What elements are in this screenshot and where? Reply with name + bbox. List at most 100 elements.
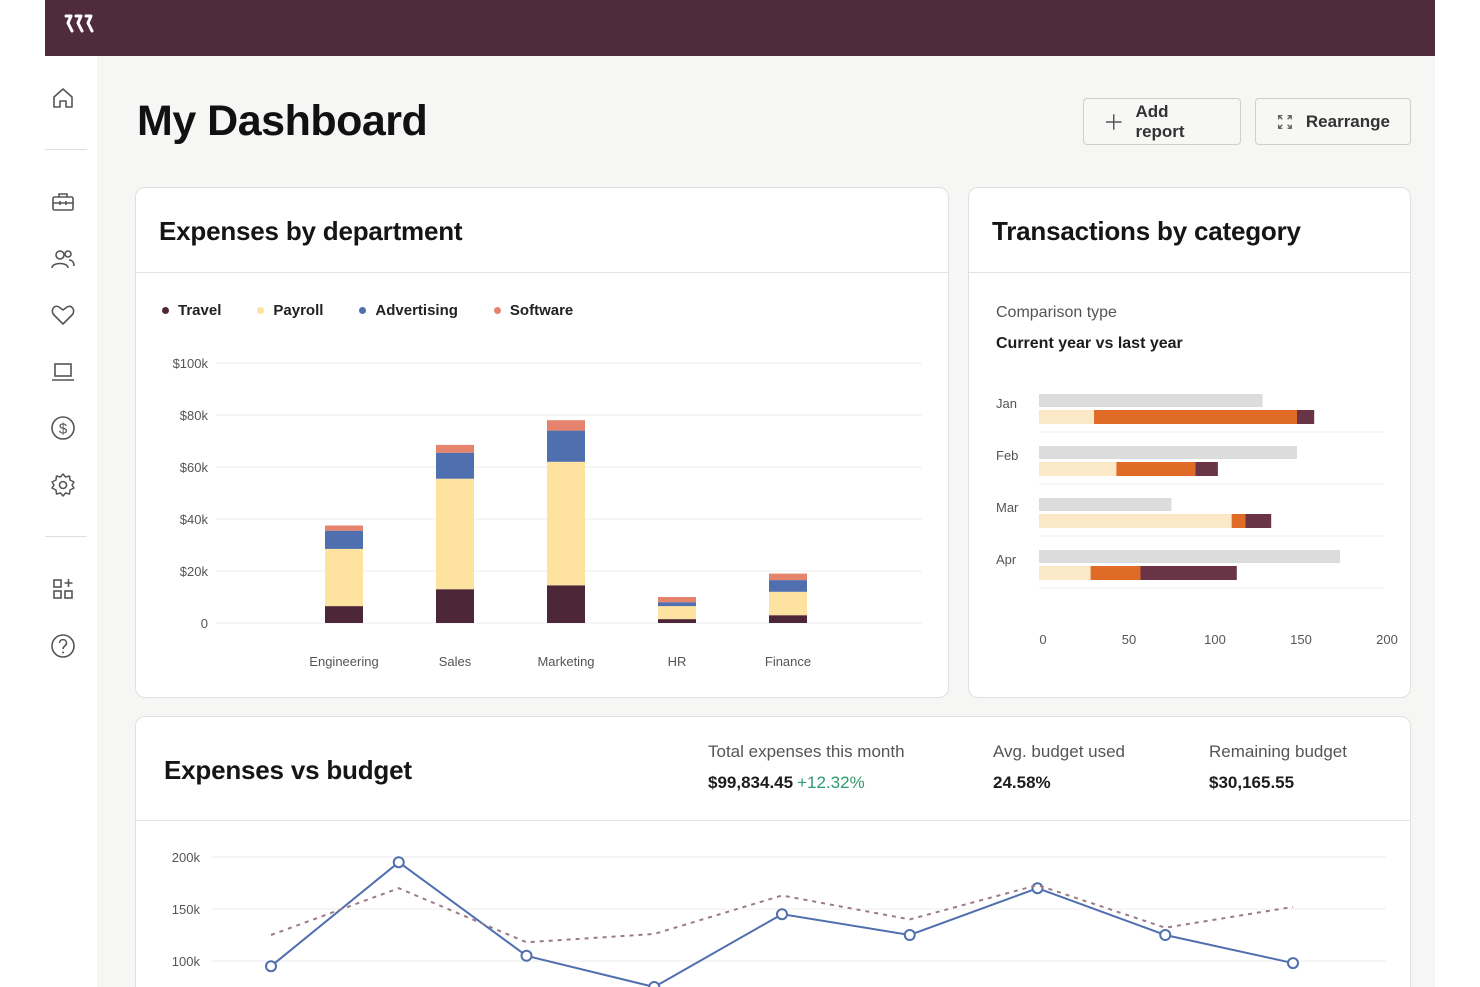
remaining-budget-value: $30,165.55 xyxy=(1209,773,1295,792)
bar-segment-travel-hr[interactable] xyxy=(658,619,696,623)
app-window: $ My Dashboard Add report Rearrange Expe… xyxy=(45,0,1435,987)
y-tick-label: 150k xyxy=(172,902,201,917)
comparison-type-value[interactable]: Current year vs last year xyxy=(996,335,1183,352)
remaining-budget-label: Remaining budget xyxy=(1209,742,1347,761)
card-divider xyxy=(136,272,948,273)
x-tick-label: 50 xyxy=(1122,632,1136,647)
data-point[interactable] xyxy=(392,856,405,869)
data-point[interactable] xyxy=(520,949,533,962)
bar-segment-advertising-sales[interactable] xyxy=(436,452,474,479)
bar-current-year-segment-3-apr[interactable] xyxy=(1140,566,1237,580)
bar-segment-payroll-marketing[interactable] xyxy=(547,461,585,586)
legend-dot xyxy=(493,307,501,314)
svg-text:$: $ xyxy=(59,421,68,438)
y-tick-label: $20k xyxy=(180,564,209,579)
legend-label: Software xyxy=(509,302,574,319)
bar-last-year-mar[interactable] xyxy=(1039,498,1172,511)
legend-item-software: Software xyxy=(493,302,574,319)
bar-last-year-jan[interactable] xyxy=(1039,394,1263,407)
bar-last-year-apr[interactable] xyxy=(1039,550,1340,563)
y-tick-label: $60k xyxy=(180,460,209,475)
legend-dot xyxy=(162,307,169,314)
x-tick-label: Engineering xyxy=(309,654,378,669)
y-tick-label: 0 xyxy=(201,616,208,631)
card-title: Expenses vs budget xyxy=(164,755,412,785)
heart-icon[interactable] xyxy=(49,301,77,329)
bar-segment-advertising-engineering[interactable] xyxy=(325,530,363,549)
help-icon[interactable] xyxy=(49,632,77,660)
avg-budget-value: 24.58% xyxy=(993,773,1051,792)
y-tick-label: Mar xyxy=(996,500,1019,515)
bar-current-year-segment-3-jan[interactable] xyxy=(1297,410,1315,424)
card-divider xyxy=(136,820,1410,821)
bar-segment-software-finance[interactable] xyxy=(769,573,807,581)
y-tick-label: 200k xyxy=(172,850,201,865)
laptop-icon[interactable] xyxy=(49,358,77,386)
add-report-label: Add report xyxy=(1135,101,1185,141)
sidebar-divider xyxy=(45,536,87,537)
card-divider xyxy=(969,272,1410,273)
bar-segment-software-marketing[interactable] xyxy=(547,420,585,431)
gear-icon[interactable] xyxy=(49,471,77,499)
bar-segment-payroll-hr[interactable] xyxy=(658,606,696,620)
chart-legend: Travel Payroll Advertising Software xyxy=(162,302,609,319)
bar-current-year-segment-2-apr[interactable] xyxy=(1090,566,1141,580)
bar-current-year-segment-1-apr[interactable] xyxy=(1039,566,1091,580)
y-tick-label: Apr xyxy=(996,552,1017,567)
bar-segment-payroll-finance[interactable] xyxy=(769,591,807,616)
y-tick-label: $100k xyxy=(173,356,209,371)
total-expenses-label: Total expenses this month xyxy=(708,742,905,761)
data-point[interactable] xyxy=(776,908,788,921)
expenses-vs-budget-line-chart: 100k 150k 200k xyxy=(172,850,1386,987)
bar-current-year-segment-1-jan[interactable] xyxy=(1039,410,1095,424)
x-tick-label: Finance xyxy=(765,654,811,669)
data-point[interactable] xyxy=(1159,929,1172,941)
y-tick-label: $40k xyxy=(180,512,209,527)
transactions-bar-chart: Jan Feb Mar Apr 0 50 100 150 200 xyxy=(996,394,1398,647)
legend-label: Payroll xyxy=(273,302,324,319)
people-icon[interactable] xyxy=(49,245,77,273)
data-point[interactable] xyxy=(1031,882,1044,895)
bar-current-year-segment-1-feb[interactable] xyxy=(1039,462,1117,476)
bar-current-year-segment-2-jan[interactable] xyxy=(1094,410,1297,424)
bar-current-year-segment-1-mar[interactable] xyxy=(1039,514,1232,528)
bar-segment-travel-engineering[interactable] xyxy=(325,606,363,623)
bar-segment-advertising-hr[interactable] xyxy=(658,602,696,607)
bar-segment-travel-sales[interactable] xyxy=(436,589,474,623)
expenses-vs-budget-card: Expenses vs budget Total expenses this m… xyxy=(135,716,1411,987)
bar-current-year-segment-3-mar[interactable] xyxy=(1245,514,1272,528)
data-point[interactable] xyxy=(265,960,277,973)
bar-segment-advertising-finance[interactable] xyxy=(769,580,807,592)
data-point[interactable] xyxy=(648,981,661,987)
add-widget-icon[interactable] xyxy=(49,575,77,603)
legend-item-advertising: Advertising xyxy=(359,302,458,319)
sidebar-divider xyxy=(45,149,87,150)
bar-segment-advertising-marketing[interactable] xyxy=(547,430,585,462)
dollar-icon[interactable]: $ xyxy=(49,414,77,442)
bar-current-year-segment-3-feb[interactable] xyxy=(1195,462,1218,476)
bar-current-year-segment-2-feb[interactable] xyxy=(1116,462,1196,476)
bar-current-year-segment-2-mar[interactable] xyxy=(1231,514,1246,528)
bar-segment-payroll-engineering[interactable] xyxy=(325,548,363,607)
x-tick-label: 150 xyxy=(1290,632,1312,647)
bar-last-year-feb[interactable] xyxy=(1039,446,1297,459)
bar-segment-software-sales[interactable] xyxy=(436,444,474,453)
add-report-button[interactable]: Add report xyxy=(1083,98,1241,145)
bar-segment-software-engineering[interactable] xyxy=(325,525,363,531)
briefcase-icon[interactable] xyxy=(49,188,77,216)
total-expenses-amount: $99,834.45 xyxy=(708,773,794,792)
page-title: My Dashboard xyxy=(137,97,428,145)
bar-segment-travel-marketing[interactable] xyxy=(547,585,585,623)
card-title: Expenses by department xyxy=(159,216,463,246)
data-point[interactable] xyxy=(1287,957,1299,970)
bar-segment-payroll-sales[interactable] xyxy=(436,478,474,590)
home-icon[interactable] xyxy=(49,84,77,112)
bar-segment-software-hr[interactable] xyxy=(658,597,696,603)
bar-segment-travel-finance[interactable] xyxy=(769,615,807,623)
sidebar: $ xyxy=(45,56,97,987)
data-point[interactable] xyxy=(903,929,916,941)
rearrange-button[interactable]: Rearrange xyxy=(1255,98,1411,145)
y-tick-label: Jan xyxy=(996,396,1017,411)
legend-label: Travel xyxy=(178,302,222,319)
transactions-by-category-card: Transactions by category Comparison type… xyxy=(968,187,1411,698)
